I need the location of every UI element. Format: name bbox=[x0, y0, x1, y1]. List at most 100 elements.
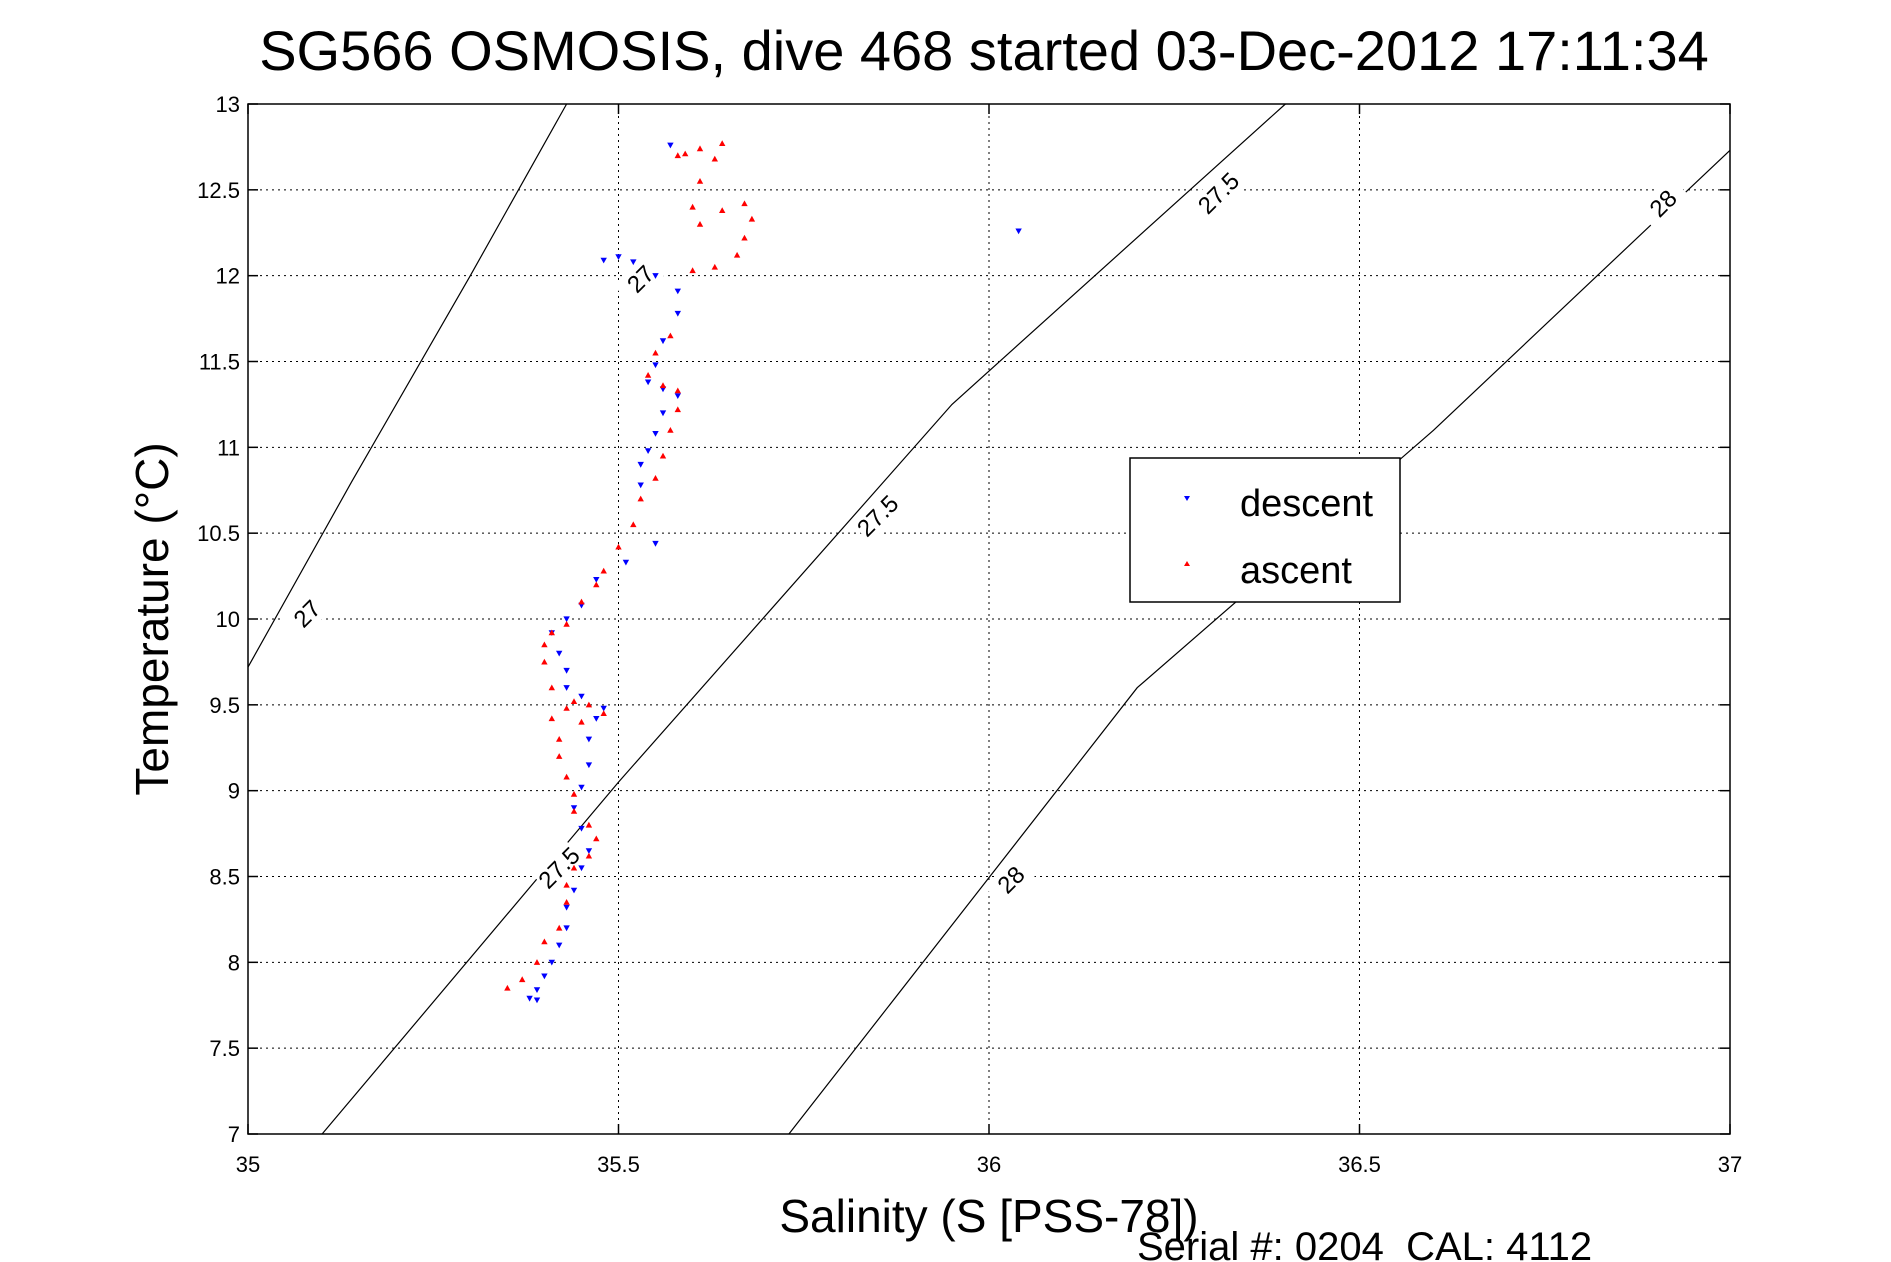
data-point-descent bbox=[578, 825, 585, 832]
y-tick-label: 9 bbox=[228, 779, 240, 804]
data-point-descent bbox=[637, 461, 644, 468]
data-point-ascent bbox=[563, 773, 570, 780]
data-point-descent bbox=[585, 762, 593, 769]
y-tick-label: 11.5 bbox=[199, 350, 240, 375]
data-point-ascent bbox=[652, 475, 659, 481]
density-contour-line bbox=[247, 103, 568, 668]
data-point-ascent bbox=[696, 178, 704, 184]
data-point-ascent bbox=[548, 629, 555, 636]
contour-label-bg bbox=[613, 252, 668, 306]
data-point-descent bbox=[556, 942, 563, 949]
contour-label-bg bbox=[850, 489, 905, 543]
data-point-descent bbox=[630, 259, 637, 266]
data-point-ascent bbox=[585, 701, 593, 708]
y-tick-label: 10 bbox=[216, 607, 240, 632]
y-tick-label: 8 bbox=[228, 950, 240, 975]
data-point-ascent bbox=[593, 581, 600, 588]
footer-serial-cal: Serial #: 0204 CAL: 4112 bbox=[1137, 1225, 1592, 1262]
data-point-descent bbox=[578, 693, 585, 700]
data-point-ascent bbox=[711, 155, 718, 162]
data-point-ascent bbox=[600, 710, 607, 716]
data-point-ascent bbox=[689, 203, 696, 210]
data-point-descent bbox=[637, 482, 644, 489]
data-point-ascent bbox=[674, 387, 681, 394]
data-point-ascent bbox=[682, 150, 689, 157]
data-point-ascent bbox=[578, 598, 585, 605]
data-point-descent bbox=[578, 784, 585, 791]
data-point-descent bbox=[622, 559, 630, 566]
data-point-ascent bbox=[556, 736, 563, 742]
data-point-descent bbox=[615, 254, 622, 260]
data-point-ascent bbox=[563, 899, 570, 905]
x-tick-label: 36 bbox=[977, 1152, 1001, 1177]
data-point-descent bbox=[556, 650, 563, 657]
legend-label-descent: descent bbox=[1240, 483, 1374, 525]
data-point-ascent bbox=[748, 215, 756, 222]
legend: descent ascent bbox=[1129, 457, 1401, 603]
data-point-descent bbox=[644, 379, 652, 386]
data-point-descent bbox=[563, 685, 570, 691]
y-axis-label: Temperature (°C) bbox=[126, 442, 178, 795]
x-axis-ticks: 35 35.5 36 36.5 37 bbox=[236, 104, 1742, 1177]
data-point-descent bbox=[652, 431, 659, 437]
legend-marker-ascent bbox=[1184, 561, 1190, 566]
data-point-descent bbox=[593, 577, 600, 583]
data-point-ascent bbox=[637, 495, 644, 502]
data-point-descent bbox=[652, 362, 659, 369]
data-point-descent bbox=[600, 705, 607, 712]
data-point-ascent bbox=[585, 852, 593, 859]
data-point-ascent bbox=[652, 349, 659, 356]
data-point-descent bbox=[674, 393, 681, 399]
data-point-ascent bbox=[719, 207, 726, 213]
data-point-ascent bbox=[667, 427, 674, 433]
y-tick-label: 13 bbox=[216, 92, 240, 117]
data-point-descent bbox=[674, 310, 681, 317]
data-point-ascent bbox=[600, 567, 607, 574]
data-point-descent bbox=[563, 667, 570, 674]
data-point-ascent bbox=[719, 140, 726, 146]
x-tick-label: 37 bbox=[1718, 1152, 1742, 1177]
x-tick-label: 35 bbox=[236, 1152, 260, 1177]
data-point-descent bbox=[578, 865, 585, 872]
data-point-descent bbox=[563, 925, 570, 932]
data-point-descent bbox=[533, 987, 541, 993]
data-point-descent bbox=[659, 338, 667, 345]
data-point-ascent bbox=[696, 221, 704, 227]
data-point-ascent bbox=[630, 521, 637, 528]
data-point-ascent bbox=[563, 620, 570, 627]
data-point-ascent bbox=[585, 821, 593, 828]
data-point-ascent bbox=[519, 976, 526, 983]
y-tick-label: 11 bbox=[217, 435, 240, 460]
data-point-ascent bbox=[548, 684, 555, 691]
data-point-descent bbox=[541, 973, 548, 980]
data-point-ascent bbox=[541, 938, 548, 945]
data-point-ascent bbox=[541, 641, 548, 648]
data-point-ascent bbox=[689, 267, 696, 274]
y-tick-label: 12.5 bbox=[197, 178, 240, 203]
contour-label-bg bbox=[1191, 166, 1246, 221]
data-point-descent bbox=[570, 887, 578, 894]
data-point-descent bbox=[563, 616, 570, 623]
data-point-ascent bbox=[674, 406, 681, 413]
data-point-ascent bbox=[570, 790, 578, 797]
data-point-ascent bbox=[615, 543, 622, 550]
data-point-descent bbox=[1015, 228, 1022, 235]
data-point-ascent bbox=[556, 924, 563, 931]
data-point-ascent bbox=[570, 864, 578, 871]
chart-title: SG566 OSMOSIS, dive 468 started 03-Dec-2… bbox=[259, 19, 1709, 82]
data-point-descent bbox=[593, 716, 600, 722]
data-point-ascent bbox=[593, 835, 600, 842]
data-point-descent bbox=[644, 448, 652, 454]
data-point-ascent bbox=[644, 372, 652, 378]
data-point-ascent bbox=[504, 984, 511, 991]
data-point-ascent bbox=[548, 715, 555, 722]
data-points bbox=[504, 140, 1022, 1004]
data-point-ascent bbox=[659, 382, 667, 389]
density-contour-line bbox=[321, 103, 1286, 1135]
y-axis-ticks: 7 7.5 8 8.5 9 9.5 10 10.5 11 11.5 12 12.5 13 bbox=[197, 92, 1730, 1147]
data-point-ascent bbox=[711, 263, 718, 270]
contour-label-bg bbox=[532, 841, 587, 895]
data-point-descent bbox=[533, 997, 541, 1004]
data-point-ascent bbox=[674, 152, 681, 159]
